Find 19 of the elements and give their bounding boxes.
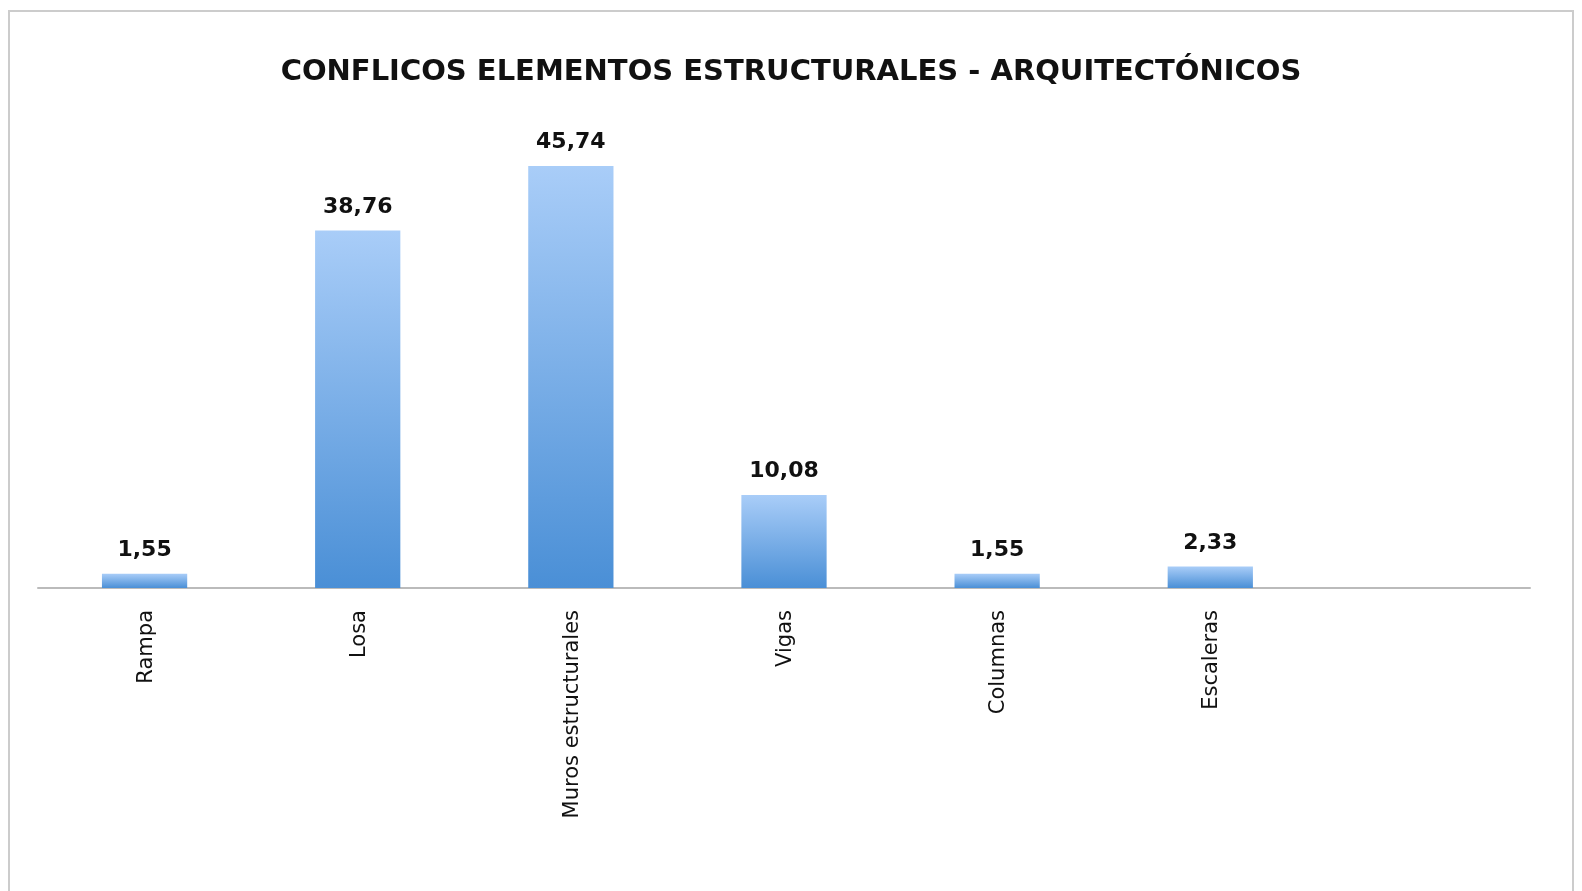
x-tick-label: Columnas — [985, 610, 1010, 715]
bar — [315, 230, 401, 588]
data-label: 1,55 — [117, 536, 172, 562]
data-label: 38,76 — [322, 192, 393, 218]
x-tick-label: Escaleras — [1198, 610, 1223, 710]
bar — [1167, 566, 1253, 588]
bar — [101, 573, 188, 588]
data-label: 10,08 — [749, 457, 819, 483]
x-tick-label: Muros estructurales — [558, 610, 583, 819]
bar — [741, 495, 827, 588]
x-tick-label: Vigas — [772, 610, 796, 667]
chart-title: CONFLICOS ELEMENTOS ESTRUCTURALES - ARQUITECTÓNICOS — [280, 52, 1302, 87]
x-tick-label: Rampa — [132, 610, 157, 684]
bar — [528, 165, 614, 588]
data-label: 1,55 — [970, 536, 1025, 562]
data-label: 2,33 — [1183, 529, 1238, 554]
data-label: 45,74 — [536, 128, 606, 154]
bar — [954, 573, 1040, 588]
x-tick-label: Losa — [345, 610, 370, 658]
